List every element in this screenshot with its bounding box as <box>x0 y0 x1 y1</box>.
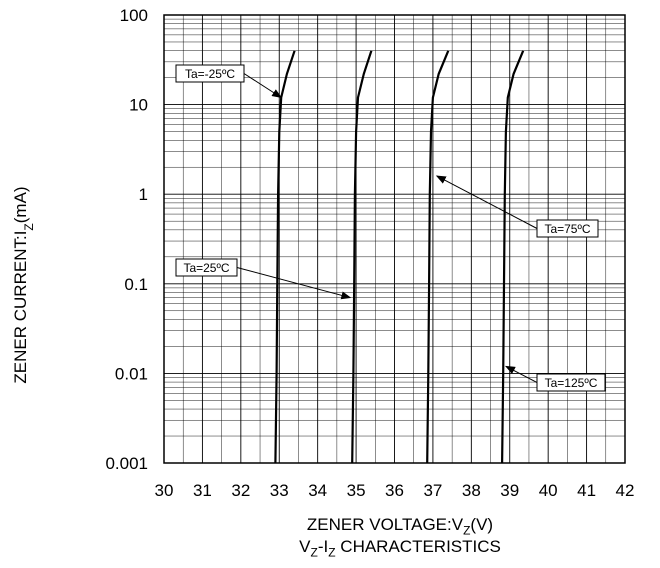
y-tick-label: 10 <box>129 96 148 115</box>
plot-frame <box>163 14 626 464</box>
y-tick-label: 1 <box>139 185 148 204</box>
chart-caption: VZ-IZ CHARACTERISTICS <box>160 537 640 559</box>
x-tick-labels: 30 31 32 33 34 35 36 37 38 39 40 41 42 <box>155 481 635 500</box>
x-tick-label: 32 <box>231 481 250 500</box>
y-tick-label: 0.001 <box>105 454 148 473</box>
x-axis-label-sub: Z <box>463 523 471 538</box>
y-axis-label: ZENER CURRENT:IZ(mA) <box>11 186 36 383</box>
annotation-arrow <box>505 365 538 383</box>
y-tick-label: 100 <box>120 6 148 25</box>
annotation-box <box>536 219 599 238</box>
annotation-label: Ta=-25ºC <box>185 67 235 81</box>
x-axis-label-pre: ZENER VOLTAGE:V <box>306 515 464 534</box>
x-tick-label: 35 <box>347 481 366 500</box>
series-curve <box>426 50 450 464</box>
x-tick-label: 41 <box>577 481 596 500</box>
series-curve <box>274 50 296 464</box>
annotation-box <box>175 258 238 277</box>
x-tick-label: 31 <box>193 481 212 500</box>
caption-mid: -I <box>317 537 329 556</box>
x-axis-label-post: (V) <box>470 515 494 534</box>
series-curve <box>351 50 373 464</box>
annotation-box <box>175 64 245 83</box>
y-tick-label: 0.1 <box>124 275 148 294</box>
annotation-box <box>536 373 606 392</box>
y-axis-label-sub: Z <box>22 223 36 230</box>
x-tick-label: 40 <box>539 481 558 500</box>
series-curve <box>501 50 525 464</box>
y-tick-label: 0.01 <box>115 364 148 383</box>
caption-a: V <box>299 537 311 556</box>
x-tick-label: 33 <box>270 481 289 500</box>
y-axis-label-pre: ZENER CURRENT:I <box>11 231 30 384</box>
annotation-label: Ta=25ºC <box>183 261 229 275</box>
y-tick-labels: 0.001 0.01 0.1 1 10 100 <box>105 6 148 473</box>
caption-a-sub: Z <box>310 545 318 560</box>
x-tick-label: 39 <box>500 481 519 500</box>
x-tick-label: 30 <box>155 481 174 500</box>
annotation-arrow <box>236 267 352 300</box>
y-axis-label-post: (mA) <box>11 186 30 223</box>
x-tick-label: 36 <box>385 481 404 500</box>
x-tick-label: 37 <box>423 481 442 500</box>
x-tick-label: 42 <box>616 481 635 500</box>
x-tick-label: 34 <box>308 481 327 500</box>
annotations: Ta=-25ºC Ta=25ºC Ta=75ºC Ta=125ºC <box>175 64 606 392</box>
annotation-label: Ta=125ºC <box>545 376 598 390</box>
annotation-arrow <box>435 175 538 229</box>
annotation-label: Ta=75ºC <box>544 222 590 236</box>
curves <box>274 50 525 464</box>
x-tick-label: 38 <box>462 481 481 500</box>
caption-b-sub: Z <box>328 545 336 560</box>
annotation-arrow <box>243 73 283 99</box>
x-axis-label: ZENER VOLTAGE:VZ(V) <box>160 515 640 537</box>
caption-post: CHARACTERISTICS <box>335 537 501 556</box>
